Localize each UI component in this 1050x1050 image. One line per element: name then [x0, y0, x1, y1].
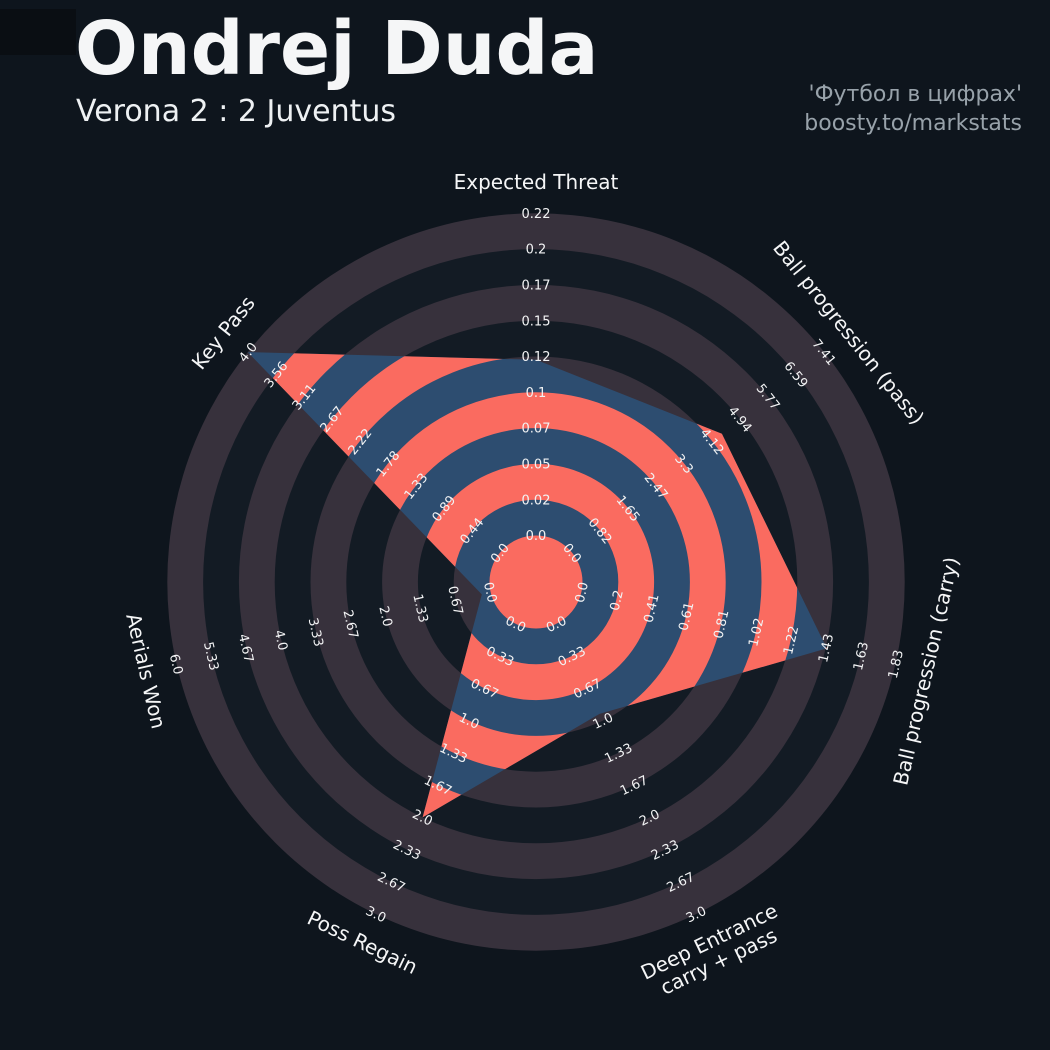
tick-label: 0.0 — [526, 529, 547, 544]
tick-label: 2.0 — [375, 605, 394, 629]
match-score-subtitle: Verona 2 : 2 Juventus — [76, 94, 396, 129]
tick-label: 1.83 — [886, 649, 907, 681]
tick-label: 1.22 — [781, 625, 802, 657]
tick-label: 0.81 — [711, 609, 732, 641]
radar-center-circle — [489, 535, 583, 629]
tick-label: 0.2 — [608, 589, 627, 613]
watermark-brand: 'Футбол в цифрах' — [808, 82, 1022, 107]
tick-label: 1.63 — [851, 641, 872, 673]
axis-label: Expected Threat — [454, 170, 619, 194]
corner-mark — [0, 9, 76, 55]
tick-label: 0.1 — [526, 386, 547, 401]
tick-label: 0.22 — [522, 207, 551, 222]
tick-label: 2.67 — [340, 609, 361, 641]
tick-label: 0.41 — [642, 593, 663, 625]
tick-label: 0.2 — [526, 243, 547, 258]
tick-label: 0.12 — [522, 350, 551, 365]
tick-label: 5.33 — [200, 641, 221, 673]
watermark-url: boosty.to/markstats — [804, 111, 1022, 137]
tick-label: 0.0 — [573, 581, 592, 605]
tick-label: 0.67 — [444, 585, 465, 617]
tick-label: 0.17 — [522, 278, 551, 293]
tick-label: 3.33 — [305, 617, 326, 649]
tick-label: 1.02 — [746, 617, 767, 649]
tick-label: 0.07 — [522, 422, 551, 437]
tick-label: 1.43 — [816, 633, 837, 665]
tick-label: 4.67 — [235, 633, 256, 665]
tick-label: 1.33 — [409, 593, 430, 625]
tick-label: 0.05 — [522, 457, 551, 472]
page-title: Ondrej Duda — [75, 6, 599, 92]
tick-label: 4.0 — [271, 629, 290, 653]
tick-label: 0.15 — [522, 314, 551, 329]
tick-label: 6.0 — [166, 653, 185, 677]
tick-label: 0.02 — [522, 493, 551, 508]
tick-label: 0.61 — [676, 601, 697, 633]
tick-label: 0.0 — [480, 581, 499, 605]
watermark: 'Футбол в цифрах' boosty.to/markstats — [804, 80, 1022, 139]
